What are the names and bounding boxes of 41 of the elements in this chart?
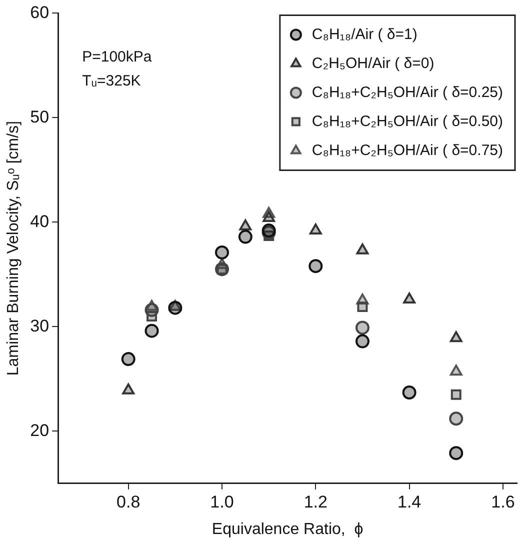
- annotation: P=100kPa: [82, 48, 152, 66]
- point: [239, 219, 252, 230]
- annotation: Tᵤ=325K: [82, 72, 141, 90]
- point: [262, 211, 276, 222]
- legend-label: C₂H₅OH/Air ( δ=0): [312, 54, 434, 72]
- x-tick-label: 0.8: [116, 492, 140, 512]
- point: [355, 334, 370, 348]
- x-tick-label: 1.0: [210, 492, 234, 512]
- y-tick-label: 50: [30, 107, 50, 126]
- point: [450, 364, 462, 376]
- y-axis-title: Laminar Burning Velocity, Sᵤᵒ [cm/s]: [5, 120, 22, 376]
- point: [450, 389, 462, 400]
- legend-label: C₈H₁₈+C₂H₅OH/Air ( δ=0.50): [312, 112, 504, 130]
- x-axis-title: Equivalence Ratio, ϕ: [212, 520, 364, 538]
- point: [144, 324, 159, 338]
- point: [122, 383, 135, 394]
- point: [357, 302, 368, 312]
- y-tick-label: 60: [30, 2, 50, 22]
- legend-label: C₈H₁₈/Air ( δ=1): [312, 26, 418, 43]
- point: [308, 259, 323, 274]
- legend-label: C₈H₁₈+C₂H₅OH/Air ( δ=0.25): [312, 84, 504, 101]
- point: [144, 302, 159, 317]
- legend-label: C₈H₁₈+C₂H₅OH/Air ( δ=0.75): [312, 142, 504, 159]
- x-tick-label: 1.4: [397, 492, 422, 512]
- x-tick-label: 1.2: [304, 492, 328, 512]
- x-tick-label: 1.6: [491, 492, 515, 512]
- point: [402, 385, 416, 400]
- y-tick-label: 20: [30, 420, 50, 440]
- point: [238, 230, 252, 244]
- y-tick-label: 30: [30, 316, 50, 336]
- point: [168, 300, 182, 315]
- point: [309, 224, 322, 235]
- point: [449, 412, 464, 426]
- point: [403, 292, 416, 304]
- point: [215, 245, 229, 260]
- point: [450, 331, 462, 342]
- point: [355, 320, 370, 335]
- point: [356, 243, 369, 254]
- point: [449, 446, 464, 460]
- y-tick-label: 40: [30, 212, 50, 231]
- point: [121, 352, 136, 366]
